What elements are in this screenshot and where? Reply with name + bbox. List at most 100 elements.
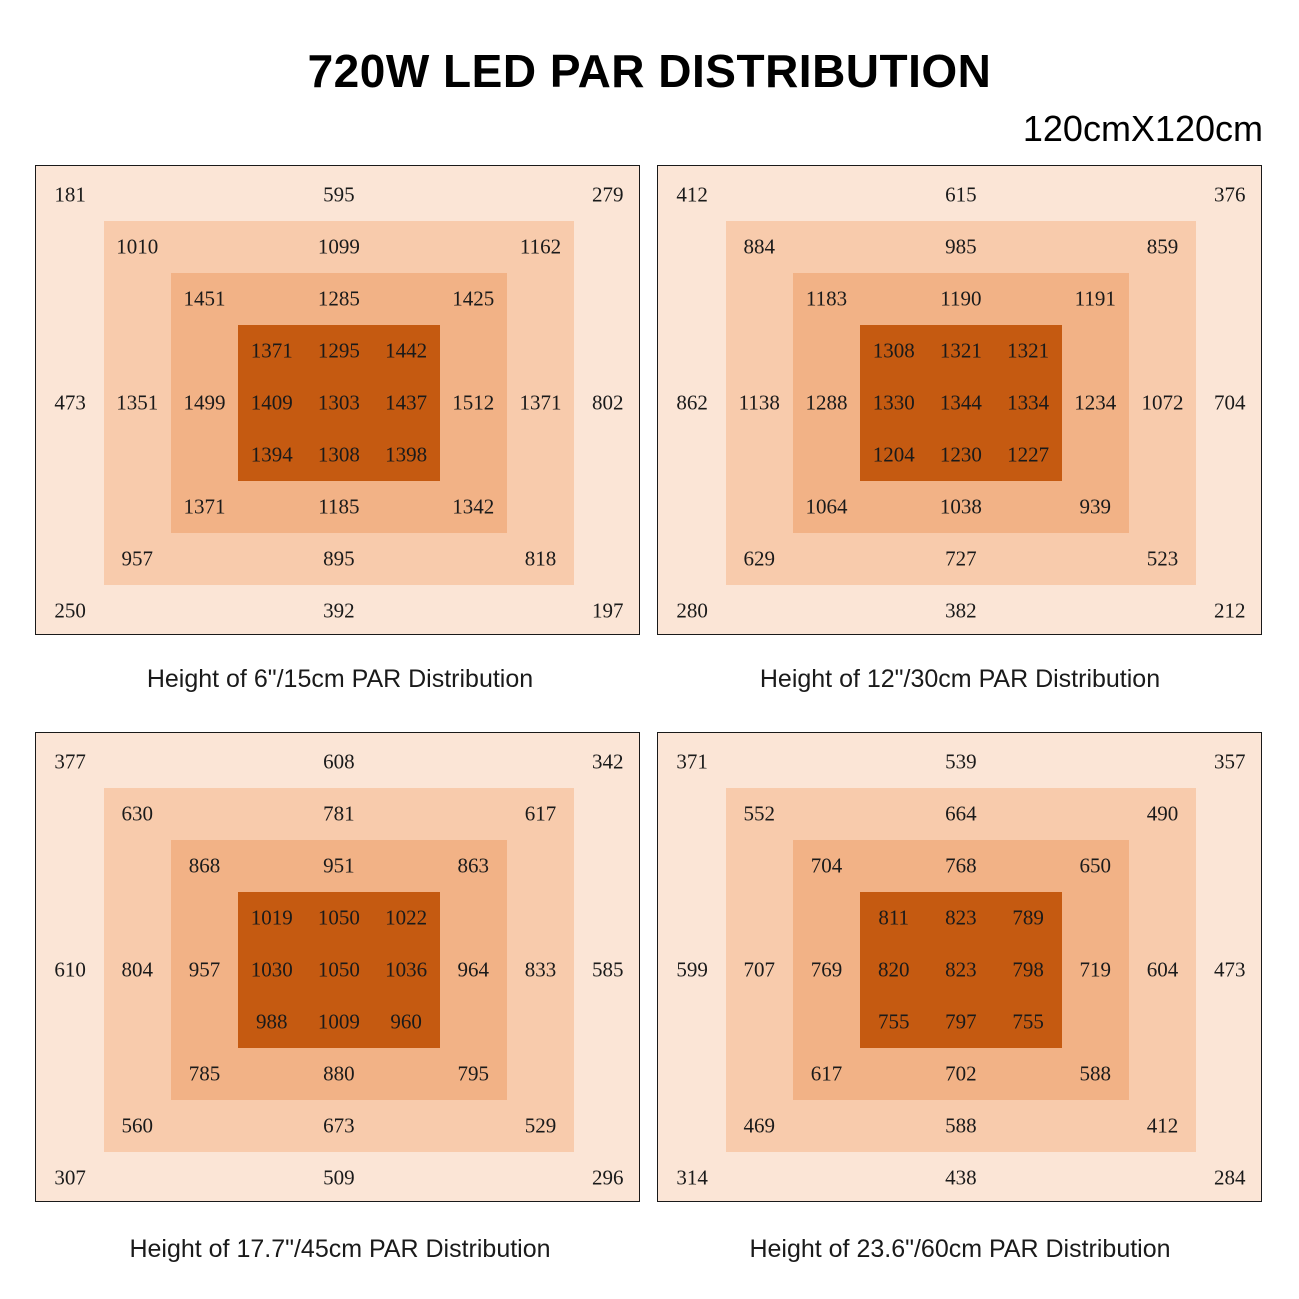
par-value: 823 [945, 905, 977, 930]
core-zone [860, 325, 1062, 481]
par-value: 181 [54, 182, 86, 207]
par-value: 957 [121, 546, 154, 571]
par-value: 588 [1079, 1061, 1112, 1086]
par-value: 469 [743, 1113, 776, 1138]
par-value: 377 [54, 749, 86, 774]
par-value: 859 [1146, 234, 1179, 259]
par-value: 768 [945, 853, 977, 878]
par-value: 1190 [940, 286, 982, 311]
par-value: 1019 [250, 905, 293, 930]
par-value: 1437 [385, 390, 428, 415]
par-value: 617 [524, 801, 557, 826]
par-value: 868 [188, 853, 221, 878]
par-value: 1351 [116, 390, 159, 415]
par-value: 1162 [519, 234, 562, 259]
par-value: 719 [1079, 957, 1112, 982]
par-value: 964 [457, 957, 490, 982]
par-value: 707 [743, 957, 776, 982]
par-value: 863 [457, 853, 490, 878]
par-value: 1050 [317, 957, 360, 982]
par-value: 1050 [317, 905, 360, 930]
par-value: 1308 [872, 338, 915, 363]
par-panel-30cm: 412 615 376 884 985 859 1183 1190 1191 1308 1321 13… [657, 165, 1262, 635]
par-value: 650 [1079, 853, 1112, 878]
par-value: 1022 [385, 905, 428, 930]
par-value: 1036 [385, 957, 428, 982]
par-value: 1371 [250, 338, 293, 363]
par-value: 629 [743, 546, 776, 571]
par-value: 284 [1213, 1165, 1246, 1190]
par-value: 1512 [452, 390, 495, 415]
par-value: 1394 [250, 442, 293, 467]
par-value: 1204 [872, 442, 915, 467]
par-value: 490 [1146, 801, 1179, 826]
par-value: 1321 [1007, 338, 1050, 363]
par-value: 702 [945, 1061, 977, 1086]
par-value: 342 [591, 749, 624, 774]
par-value: 895 [323, 546, 355, 571]
par-value: 1451 [183, 286, 226, 311]
par-value: 880 [323, 1061, 355, 1086]
par-value: 307 [54, 1165, 86, 1190]
par-panel-15cm: 181 595 279 1010 1099 1162 1451 1285 1425 1371 129… [35, 165, 640, 635]
par-value: 529 [524, 1113, 557, 1138]
par-value: 769 [810, 957, 843, 982]
par-value: 371 [676, 749, 708, 774]
par-value: 610 [54, 957, 86, 982]
caption-15cm: Height of 6"/15cm PAR Distribution [146, 665, 534, 693]
par-value: 823 [945, 957, 977, 982]
par-value: 884 [743, 234, 776, 259]
par-value: 604 [1146, 957, 1179, 982]
par-value: 957 [188, 957, 221, 982]
par-value: 1334 [1007, 390, 1050, 415]
core-zone [238, 325, 440, 481]
par-value: 820 [877, 957, 910, 982]
par-value: 1303 [317, 390, 360, 415]
par-value: 608 [323, 749, 355, 774]
par-value: 615 [945, 182, 977, 207]
par-value: 960 [390, 1009, 422, 1034]
par-value: 862 [676, 390, 708, 415]
par-value: 509 [323, 1165, 355, 1190]
par-value: 785 [188, 1061, 221, 1086]
par-value: 727 [945, 546, 977, 571]
par-value: 1342 [452, 494, 495, 519]
par-value: 376 [1213, 182, 1246, 207]
par-value: 382 [945, 598, 977, 623]
par-value: 802 [591, 390, 624, 415]
par-value: 279 [591, 182, 624, 207]
par-value: 552 [743, 801, 776, 826]
core-zone [860, 892, 1062, 1048]
par-value: 1308 [317, 442, 360, 467]
par-value: 197 [591, 598, 624, 623]
caption-45cm: Height of 17.7"/45cm PAR Distribution [129, 1235, 551, 1263]
par-value: 539 [945, 749, 977, 774]
par-value: 818 [524, 546, 557, 571]
par-value: 1285 [317, 286, 360, 311]
par-value: 797 [945, 1009, 977, 1034]
par-value: 357 [1213, 749, 1246, 774]
par-value: 755 [877, 1009, 910, 1034]
par-value: 212 [1213, 598, 1246, 623]
par-value: 438 [945, 1165, 977, 1190]
caption-30cm: Height of 12"/30cm PAR Distribution [759, 665, 1161, 693]
par-value: 412 [676, 182, 708, 207]
par-value: 1409 [250, 390, 293, 415]
par-panel-45cm: 377 608 342 630 781 617 868 951 863 1019 1050 1022 6… [35, 732, 640, 1202]
par-panel-60cm: 371 539 357 552 664 490 704 768 650 811 823 789 599 7… [657, 732, 1262, 1202]
par-value: 1371 [183, 494, 226, 519]
par-value: 755 [1012, 1009, 1044, 1034]
par-value: 523 [1146, 546, 1179, 571]
par-value: 599 [676, 957, 708, 982]
par-value: 1183 [805, 286, 848, 311]
par-value: 1398 [385, 442, 428, 467]
par-value: 250 [54, 598, 86, 623]
coverage-area-label: 120cmX120cm [1022, 108, 1263, 149]
par-value: 1295 [317, 338, 360, 363]
par-value: 1227 [1007, 442, 1050, 467]
par-value: 473 [54, 390, 86, 415]
par-value: 595 [323, 182, 355, 207]
par-value: 951 [323, 853, 355, 878]
par-value: 833 [524, 957, 557, 982]
par-value: 1072 [1141, 390, 1184, 415]
